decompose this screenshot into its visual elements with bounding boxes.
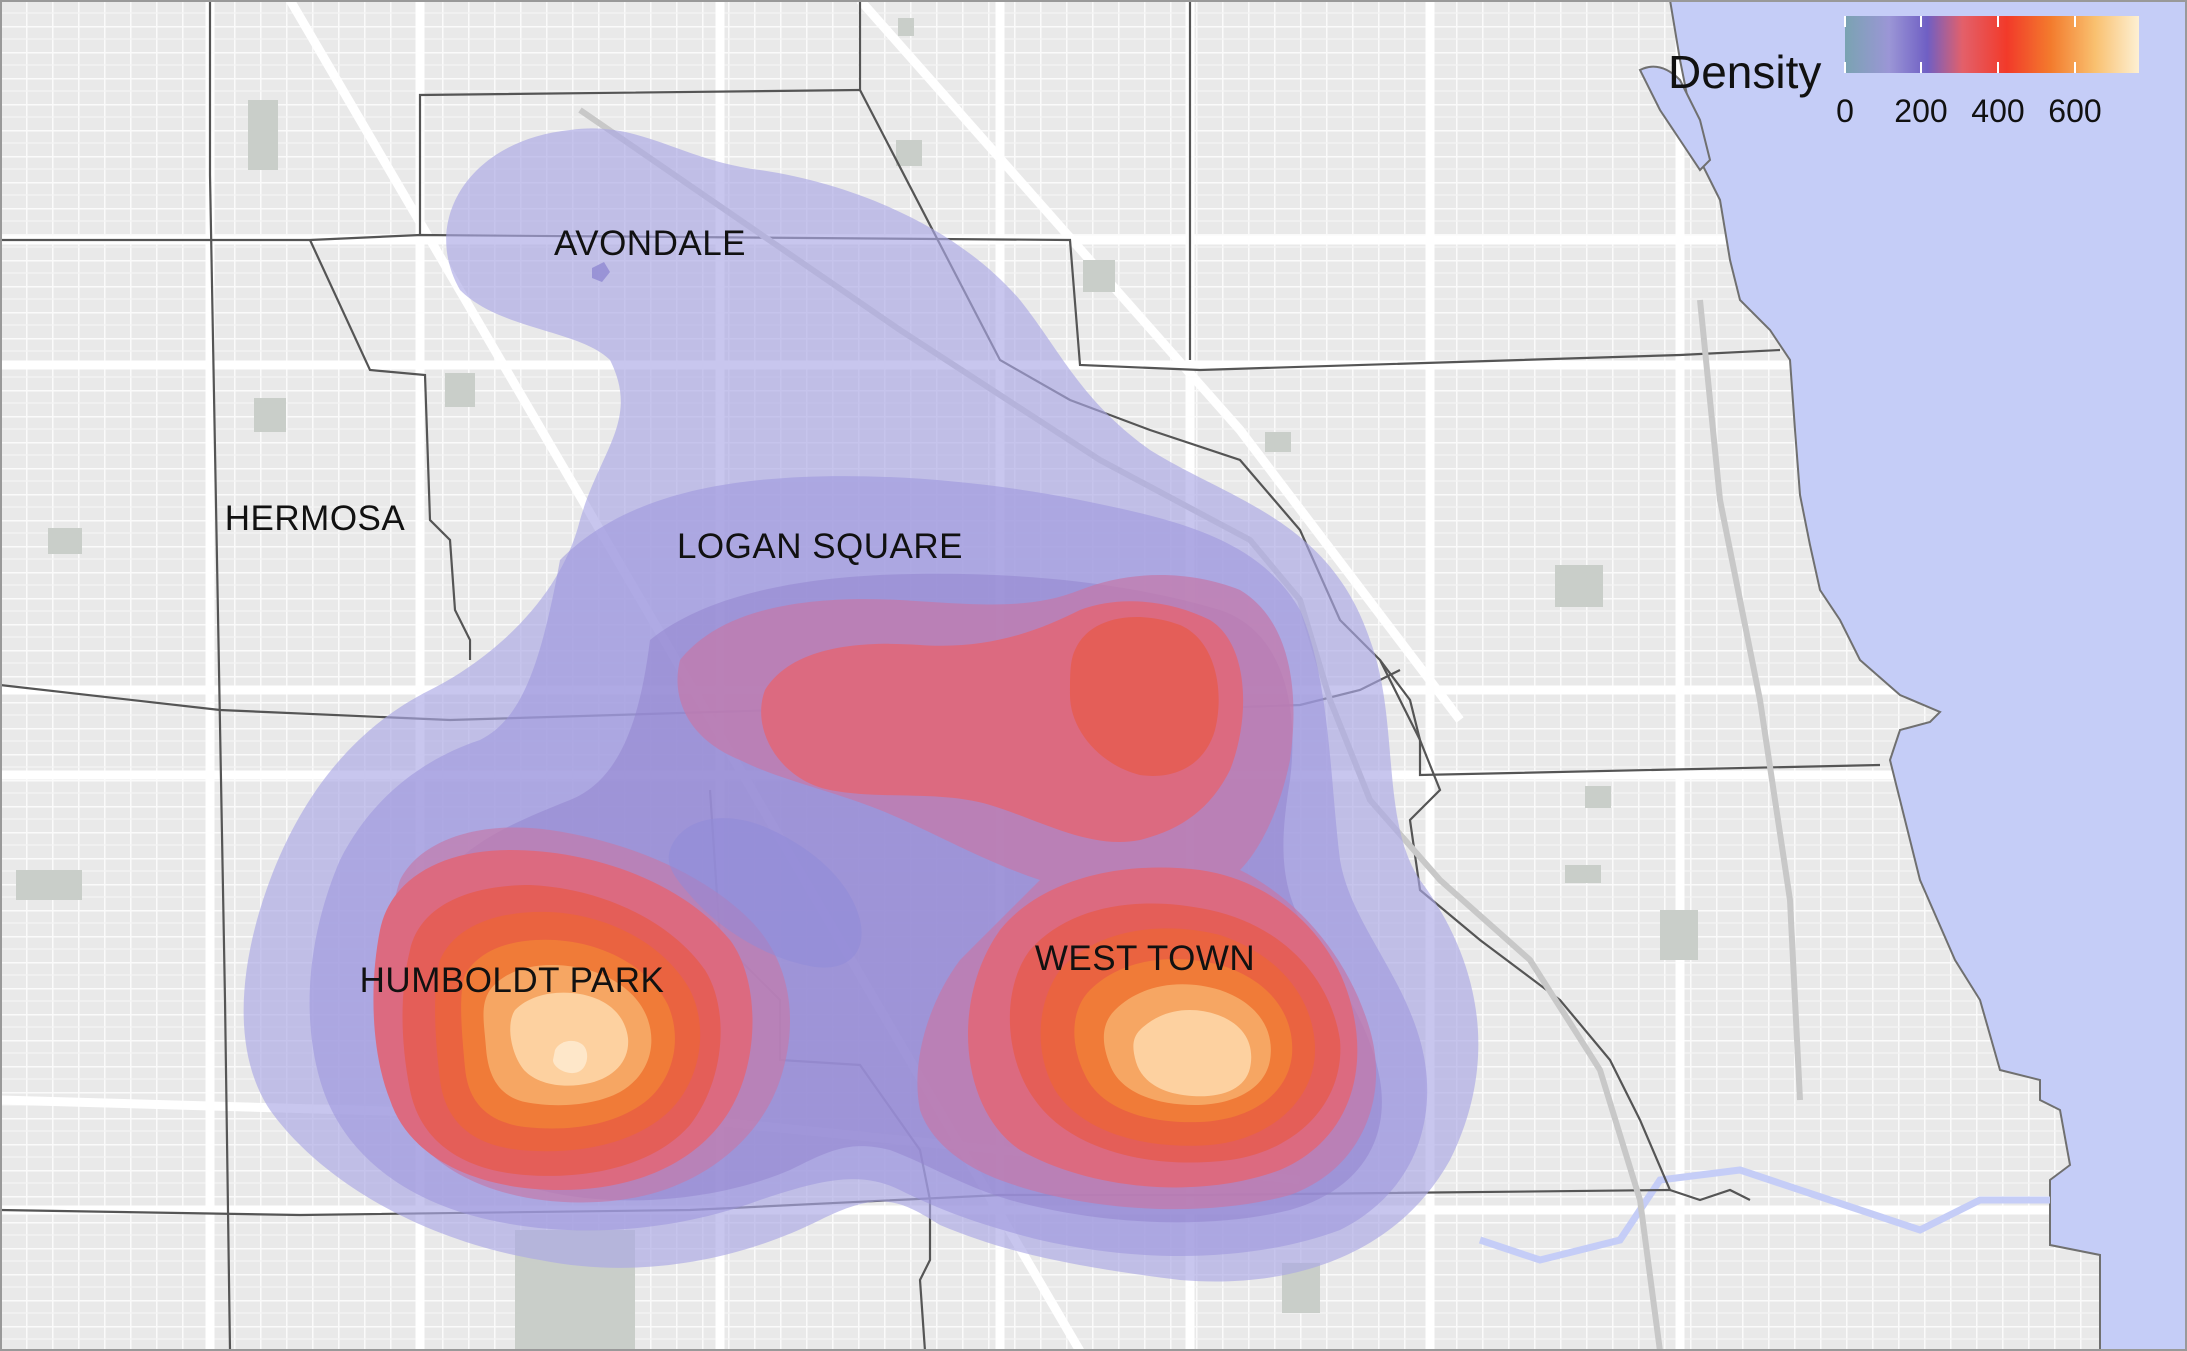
label-humboldt-park: HUMBOLDT PARK: [360, 961, 665, 1000]
legend-tick-0: 0: [1836, 93, 1854, 129]
legend-tick-marks: [1844, 16, 2076, 73]
label-logan-square: LOGAN SQUARE: [677, 527, 963, 566]
density-hole-avondale: [592, 262, 610, 282]
legend-colorbar: [1845, 16, 2139, 73]
label-west-town: WEST TOWN: [1035, 939, 1255, 978]
density-level-11: [553, 1040, 588, 1074]
density-legend: Density 0 200 400 600: [1668, 16, 2139, 129]
density-contours: [243, 128, 1479, 1282]
legend-title: Density: [1668, 46, 1821, 98]
density-level-6: [1070, 617, 1219, 776]
density-level-10b: [510, 992, 629, 1086]
density-level-10: [1133, 1010, 1252, 1097]
neighborhood-labels: AVONDALE HERMOSA LOGAN SQUARE HUMBOLDT P…: [225, 224, 1255, 1000]
legend-tick-200: 200: [1894, 93, 1947, 129]
label-avondale: AVONDALE: [554, 224, 746, 263]
label-hermosa: HERMOSA: [225, 499, 406, 538]
lake-michigan: [1668, 0, 2187, 1351]
legend-tick-600: 600: [2048, 93, 2101, 129]
chicago-river: [1478, 1166, 2050, 1264]
lake-inlet: [1638, 65, 1712, 172]
density-trough: [668, 818, 862, 968]
legend-tick-400: 400: [1971, 93, 2024, 129]
